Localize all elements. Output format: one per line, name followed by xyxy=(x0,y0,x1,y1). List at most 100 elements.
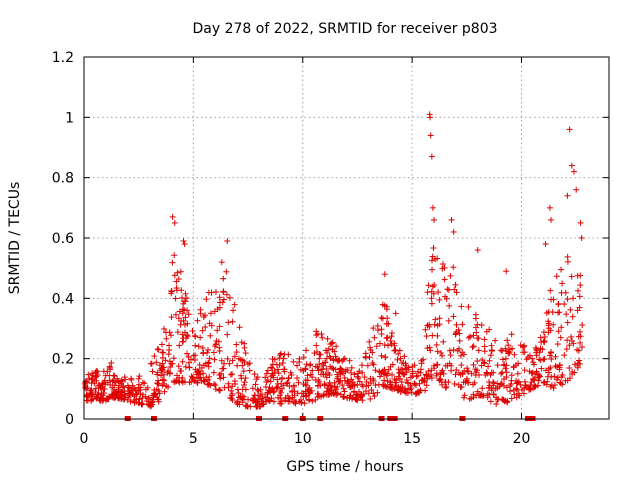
data-point xyxy=(309,398,316,405)
data-point xyxy=(155,398,162,405)
data-point xyxy=(527,386,534,393)
data-point xyxy=(218,357,225,364)
data-point xyxy=(211,381,218,388)
data-point xyxy=(179,306,186,313)
data-point xyxy=(388,341,395,348)
data-point xyxy=(136,395,143,402)
data-point xyxy=(100,396,107,403)
data-point xyxy=(300,381,307,388)
data-point xyxy=(465,368,472,375)
data-point xyxy=(462,379,469,386)
data-point xyxy=(255,387,262,394)
data-point xyxy=(547,327,554,334)
data-point xyxy=(156,362,163,369)
chart-title: Day 278 of 2022, SRMTID for receiver p80… xyxy=(192,21,497,37)
data-point xyxy=(566,342,573,349)
data-point xyxy=(174,269,181,276)
data-point xyxy=(367,346,374,353)
data-point xyxy=(307,371,314,378)
data-point xyxy=(105,395,112,402)
data-point xyxy=(320,392,327,399)
data-point xyxy=(553,376,560,383)
data-point xyxy=(526,368,533,375)
data-point xyxy=(373,343,380,350)
data-point xyxy=(383,320,390,327)
data-point xyxy=(206,380,213,387)
data-point xyxy=(558,373,565,380)
data-point xyxy=(468,395,475,402)
data-point xyxy=(573,186,580,193)
data-point xyxy=(452,281,459,288)
data-point xyxy=(205,346,212,353)
data-point xyxy=(169,213,176,220)
data-point xyxy=(468,370,475,377)
data-point xyxy=(340,370,347,377)
data-point xyxy=(428,153,435,160)
data-point xyxy=(262,374,269,381)
data-point xyxy=(328,340,335,347)
data-point xyxy=(557,380,564,387)
data-point xyxy=(161,388,168,395)
data-point xyxy=(531,361,538,368)
y-tick-label: 0.8 xyxy=(52,171,74,187)
data-point xyxy=(319,334,326,341)
data-point xyxy=(434,361,441,368)
data-point xyxy=(166,346,173,353)
data-point xyxy=(550,384,557,391)
data-point xyxy=(177,268,184,275)
data-point xyxy=(220,374,227,381)
data-point xyxy=(387,381,394,388)
data-point xyxy=(279,360,286,367)
data-point xyxy=(394,356,401,363)
data-point xyxy=(234,386,241,393)
data-point xyxy=(521,367,528,374)
data-point xyxy=(297,396,304,403)
data-point xyxy=(182,290,189,297)
data-point xyxy=(269,365,276,372)
data-point xyxy=(422,326,429,333)
data-point xyxy=(181,321,188,328)
data-point xyxy=(237,356,244,363)
data-point xyxy=(500,382,507,389)
data-point xyxy=(194,317,201,324)
data-point xyxy=(549,309,556,316)
data-point xyxy=(245,396,252,403)
data-point xyxy=(392,346,399,353)
data-point xyxy=(333,343,340,350)
data-point xyxy=(219,365,226,372)
data-point xyxy=(427,132,434,139)
data-point xyxy=(166,358,173,365)
data-point xyxy=(139,395,146,402)
data-point xyxy=(433,372,440,379)
data-point xyxy=(216,304,223,311)
data-point xyxy=(216,299,223,306)
data-point xyxy=(401,353,408,360)
data-point xyxy=(279,385,286,392)
data-point xyxy=(556,361,563,368)
data-point xyxy=(437,349,444,356)
data-point xyxy=(364,362,371,369)
data-point xyxy=(180,338,187,345)
data-point xyxy=(160,371,167,378)
data-point xyxy=(456,337,463,344)
data-point xyxy=(483,328,490,335)
data-point xyxy=(341,374,348,381)
data-point xyxy=(361,374,368,381)
data-point xyxy=(169,259,176,266)
data-point xyxy=(100,380,107,387)
data-point xyxy=(379,301,386,308)
data-point xyxy=(529,355,536,362)
data-point xyxy=(233,341,240,348)
data-point xyxy=(358,393,365,400)
data-point xyxy=(372,382,379,389)
data-point xyxy=(453,321,460,328)
data-point xyxy=(253,376,260,383)
data-point xyxy=(118,377,125,384)
data-point xyxy=(539,346,546,353)
data-point xyxy=(185,353,192,360)
data-point xyxy=(210,369,217,376)
data-point xyxy=(476,371,483,378)
data-point xyxy=(450,264,457,271)
data-point xyxy=(372,367,379,374)
data-point xyxy=(206,373,213,380)
